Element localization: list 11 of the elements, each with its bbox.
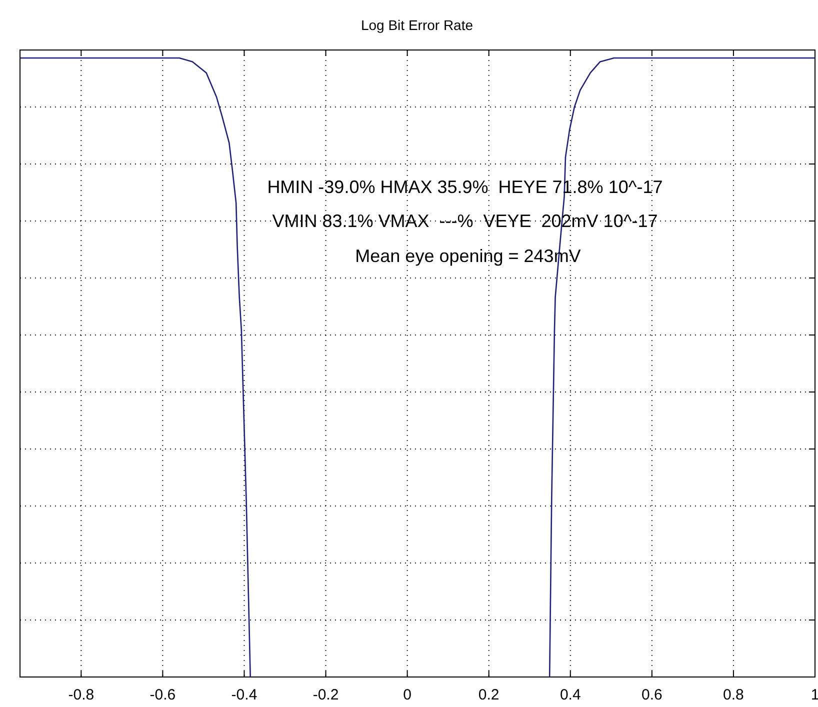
x-tick-label: -0.2 xyxy=(312,686,339,704)
x-tick-label: 1 xyxy=(810,686,818,704)
chart-title: Log Bit Error Rate xyxy=(360,17,474,33)
x-tick-label: -0.6 xyxy=(150,686,176,704)
x-tick-label: 0 xyxy=(403,686,412,704)
x-tick-label: 0.8 xyxy=(723,686,744,704)
x-tick-label: 0.4 xyxy=(560,686,581,704)
x-tick-label: 0.6 xyxy=(641,686,662,704)
x-tick-label: -0.4 xyxy=(231,686,258,704)
x-tick-label: 0.2 xyxy=(478,686,500,704)
x-tick-label: -0.8 xyxy=(68,686,94,704)
